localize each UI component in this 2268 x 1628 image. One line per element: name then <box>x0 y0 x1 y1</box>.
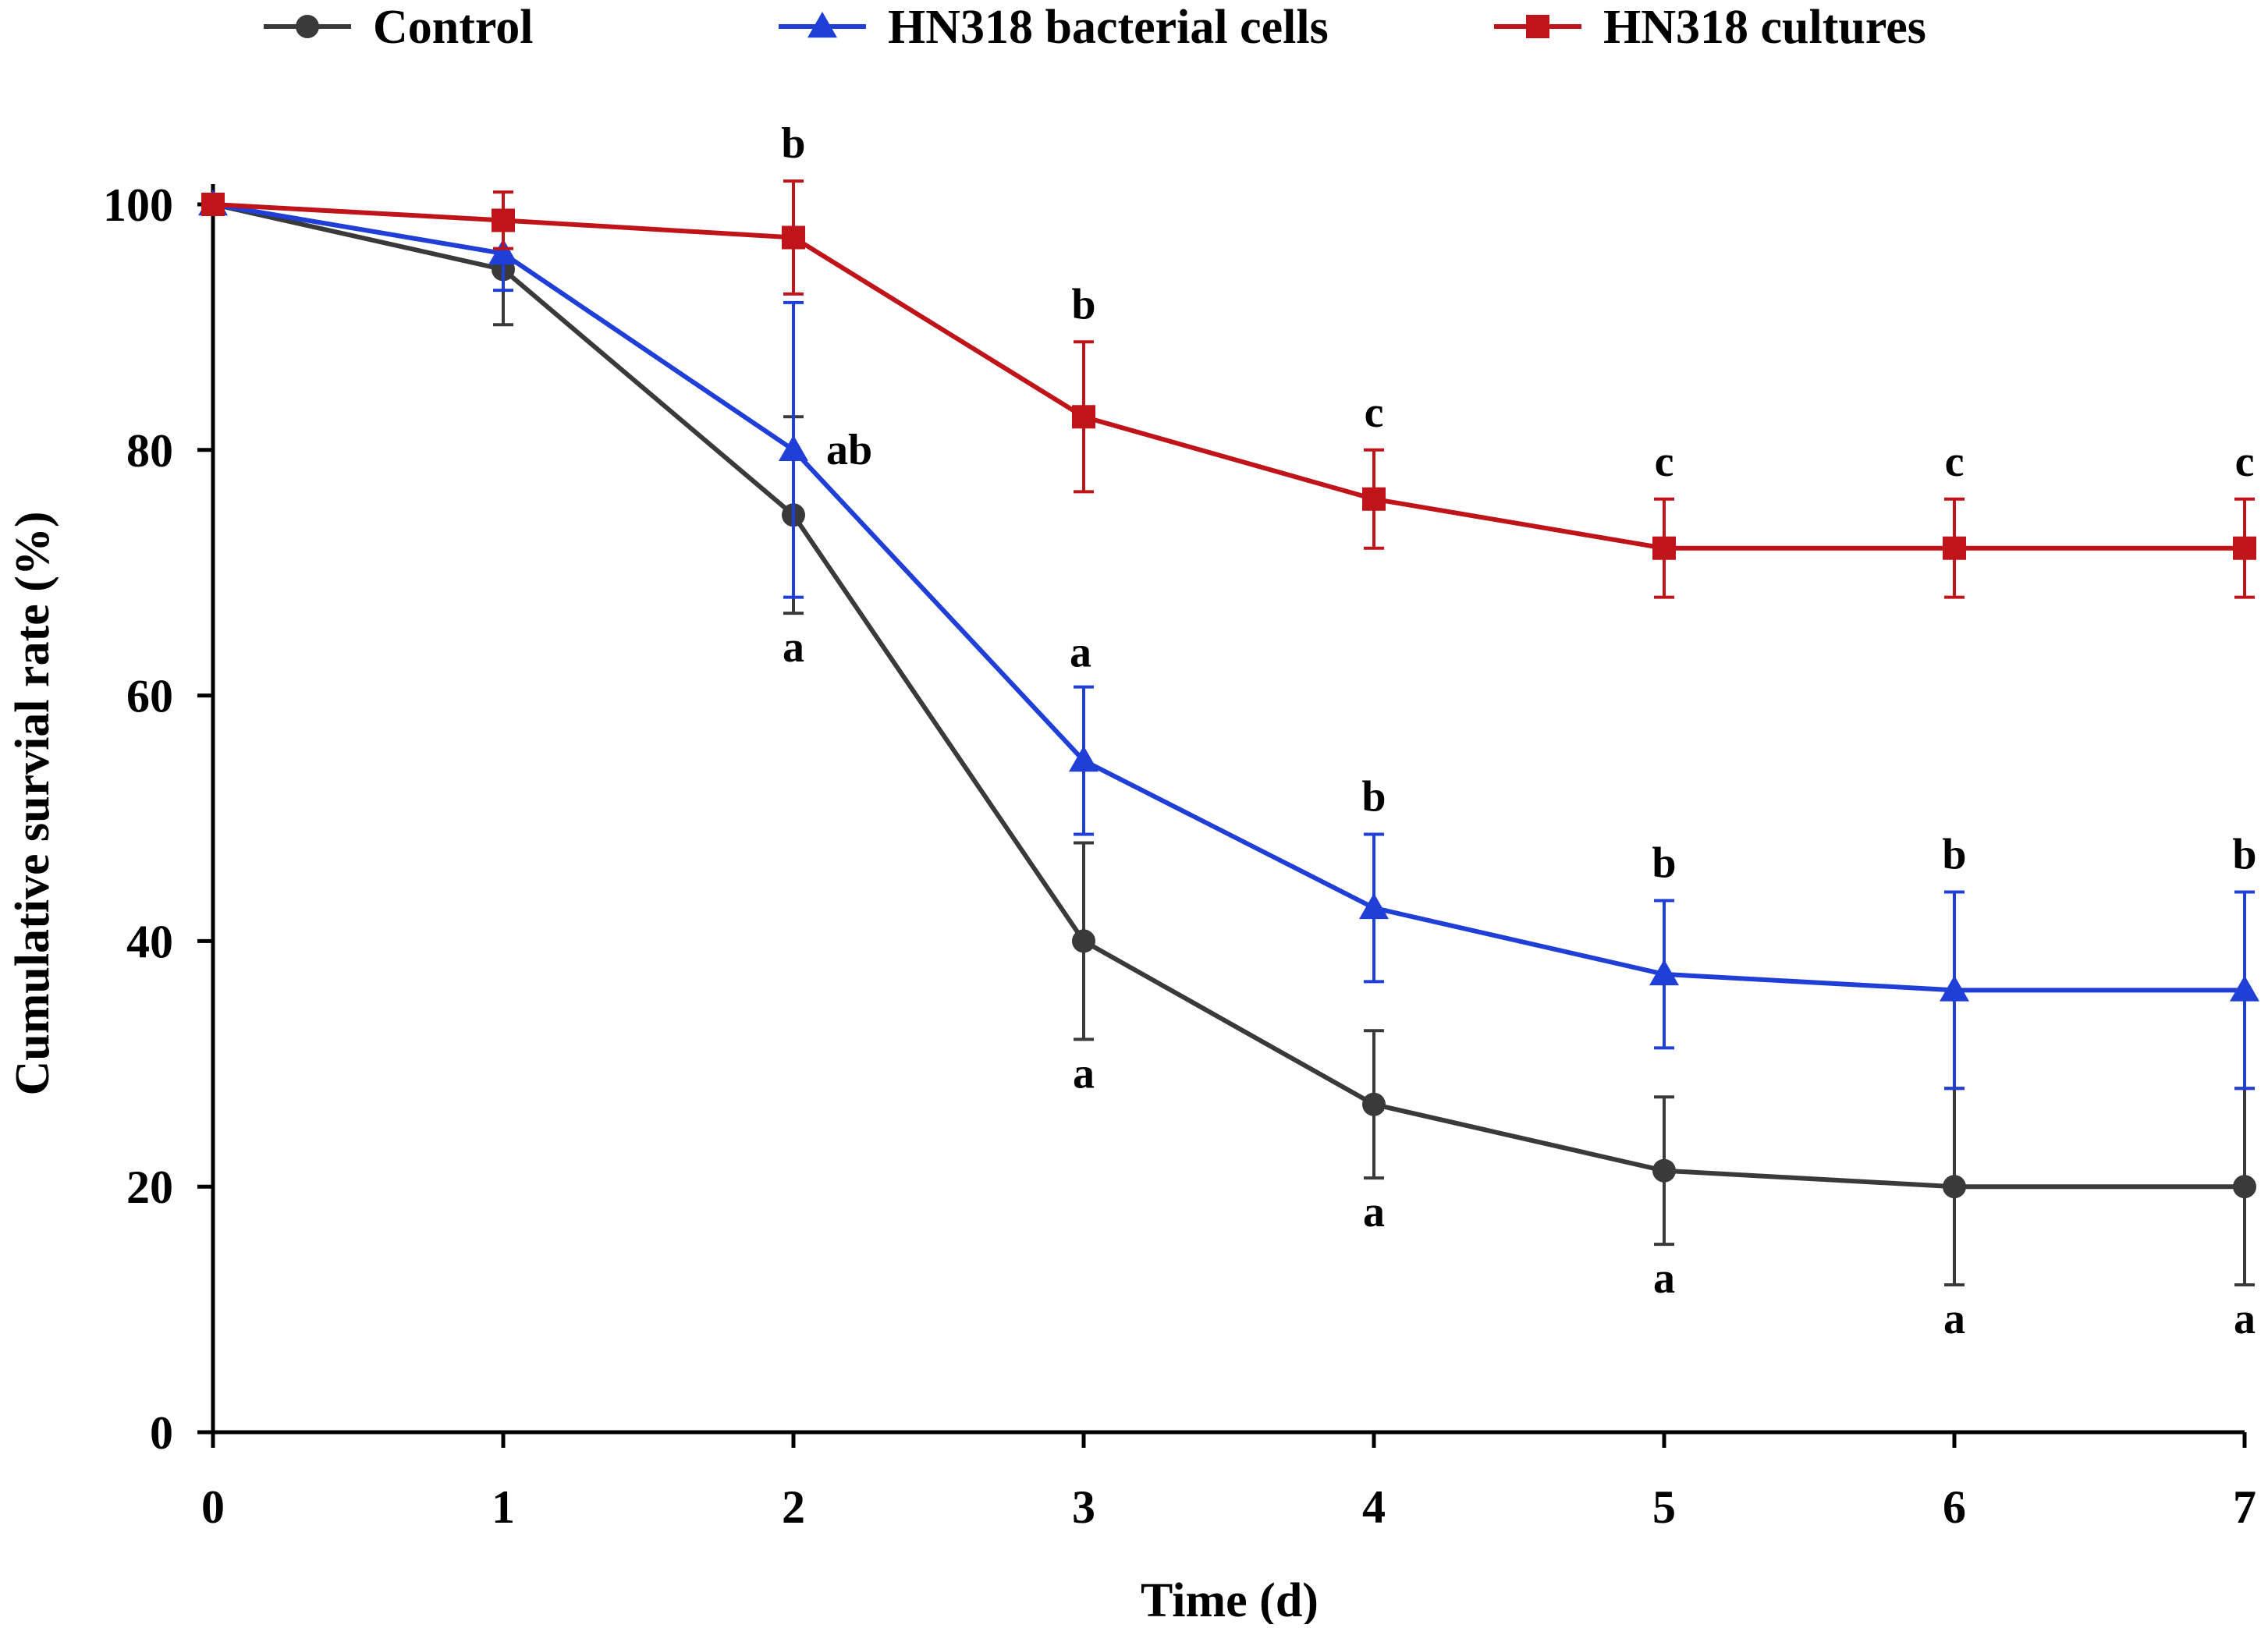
significance-label: a <box>2234 1295 2256 1343</box>
significance-label: c <box>2235 438 2255 486</box>
significance-label: a <box>1943 1295 1965 1343</box>
data-point <box>779 434 808 462</box>
data-point <box>1652 1158 1676 1183</box>
data-point <box>1072 405 1095 429</box>
legend-marker <box>1526 15 1549 38</box>
series-hn318-cultures <box>201 179 2256 599</box>
significance-label: a <box>1363 1188 1385 1236</box>
data-point <box>1362 487 1386 511</box>
legend-label: Control <box>373 1 534 54</box>
x-tick-label: 4 <box>1362 1481 1386 1533</box>
data-point <box>1359 892 1389 920</box>
significance-label: b <box>781 119 805 168</box>
significance-label: b <box>1652 839 1676 887</box>
significance-label: b <box>1361 772 1386 821</box>
x-axis-title: Time (d) <box>1141 1574 1319 1624</box>
legend-marker <box>296 15 319 38</box>
x-tick-label: 2 <box>782 1481 805 1533</box>
significance-label: a <box>1653 1254 1675 1303</box>
y-tick-label: 100 <box>103 179 173 231</box>
significance-label: c <box>1365 388 1384 437</box>
legend: Control HN318 bacterial cells HN318 cultur… <box>264 1 1926 54</box>
significance-label: a <box>783 623 804 672</box>
y-axis-title: Cumulative survial rate (%) <box>6 511 59 1095</box>
significance-label: b <box>1942 830 1966 878</box>
x-tick-label: 7 <box>2233 1481 2256 1533</box>
series-control <box>201 193 2256 1287</box>
legend-item: HN318 cultures <box>1494 1 1926 54</box>
series-line <box>212 202 2245 993</box>
data-point <box>492 208 515 232</box>
data-point <box>1362 1092 1386 1116</box>
significance-label: c <box>1655 438 1674 486</box>
legend-item: HN318 bacterial cells <box>779 1 1329 54</box>
data-point <box>1069 746 1099 772</box>
x-tick-label: 0 <box>201 1481 225 1533</box>
series-layer <box>198 179 2259 1287</box>
data-point <box>201 193 225 216</box>
data-point <box>1652 536 1676 560</box>
y-tick-label: 0 <box>150 1407 173 1459</box>
x-tick-label: 6 <box>1943 1481 1966 1533</box>
legend-label: HN318 bacterial cells <box>888 1 1329 54</box>
data-point <box>1940 975 1969 1002</box>
significance-label: b <box>1071 280 1095 328</box>
data-point <box>1943 1175 1966 1199</box>
data-point <box>2230 975 2259 1002</box>
x-tick-label: 3 <box>1072 1481 1095 1533</box>
significance-label: a <box>1070 629 1091 677</box>
axes: 0 1 2 3 4 5 6 7 0 20 40 60 80 100 <box>103 179 2256 1533</box>
data-point <box>1649 959 1679 986</box>
legend-label: HN318 cultures <box>1603 1 1926 54</box>
legend-marker <box>807 12 837 38</box>
data-point <box>782 225 805 250</box>
significance-label: ab <box>826 426 872 474</box>
y-tick-label: 20 <box>126 1162 173 1213</box>
significance-label: c <box>1945 438 1965 486</box>
x-tick-label: 1 <box>492 1481 515 1533</box>
series-line <box>212 202 2245 1190</box>
significance-label: b <box>2232 830 2256 878</box>
y-tick-label: 40 <box>126 916 173 967</box>
y-tick-label: 80 <box>126 425 173 477</box>
data-point <box>1943 536 1966 560</box>
data-point <box>1072 929 1095 953</box>
data-point <box>2233 1175 2256 1199</box>
series-line <box>212 202 2245 551</box>
data-point <box>488 238 518 265</box>
x-tick-label: 5 <box>1652 1481 1676 1533</box>
significance-label: a <box>1073 1049 1095 1098</box>
data-point <box>2233 536 2256 560</box>
y-tick-label: 60 <box>126 671 173 722</box>
legend-item: Control <box>264 1 534 54</box>
